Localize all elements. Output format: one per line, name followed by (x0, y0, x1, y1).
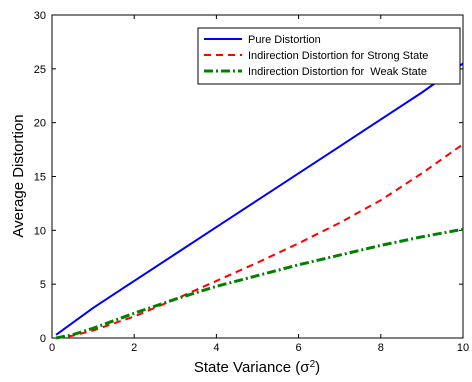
y-tick-label: 0 (40, 333, 46, 345)
series-line-1 (55, 62, 464, 336)
y-tick-label: 20 (34, 118, 46, 130)
legend-label-2: Indirection Distortion for Strong State (248, 50, 428, 62)
series-line-3 (55, 227, 464, 340)
x-tick-label: 8 (378, 342, 384, 354)
legend-label-1: Pure Distortion (248, 34, 321, 46)
x-tick-label: 0 (49, 342, 55, 354)
x-tick-label: 2 (131, 342, 137, 354)
x-tick-label: 6 (296, 342, 302, 354)
y-tick-label: 30 (34, 10, 46, 22)
x-axis-label: State Variance (σ2) (194, 359, 320, 377)
axis-ticks: 0 2 4 6 8 10 0 5 10 15 20 25 30 (34, 10, 469, 354)
x-tick-label: 4 (213, 342, 219, 354)
y-tick-label: 10 (34, 225, 46, 237)
y-axis-label: Average Distortion (10, 114, 27, 237)
y-tick-label: 5 (40, 279, 46, 291)
x-tick-label: 10 (457, 342, 469, 354)
legend-label-3: Indirection Distortion for Weak State (248, 66, 427, 78)
y-tick-label: 15 (34, 172, 46, 184)
legend: Pure Distortion Indirection Distortion fo… (197, 27, 461, 85)
y-tick-label: 25 (34, 64, 46, 76)
series-lines (55, 62, 464, 340)
series-line-2 (55, 143, 464, 339)
